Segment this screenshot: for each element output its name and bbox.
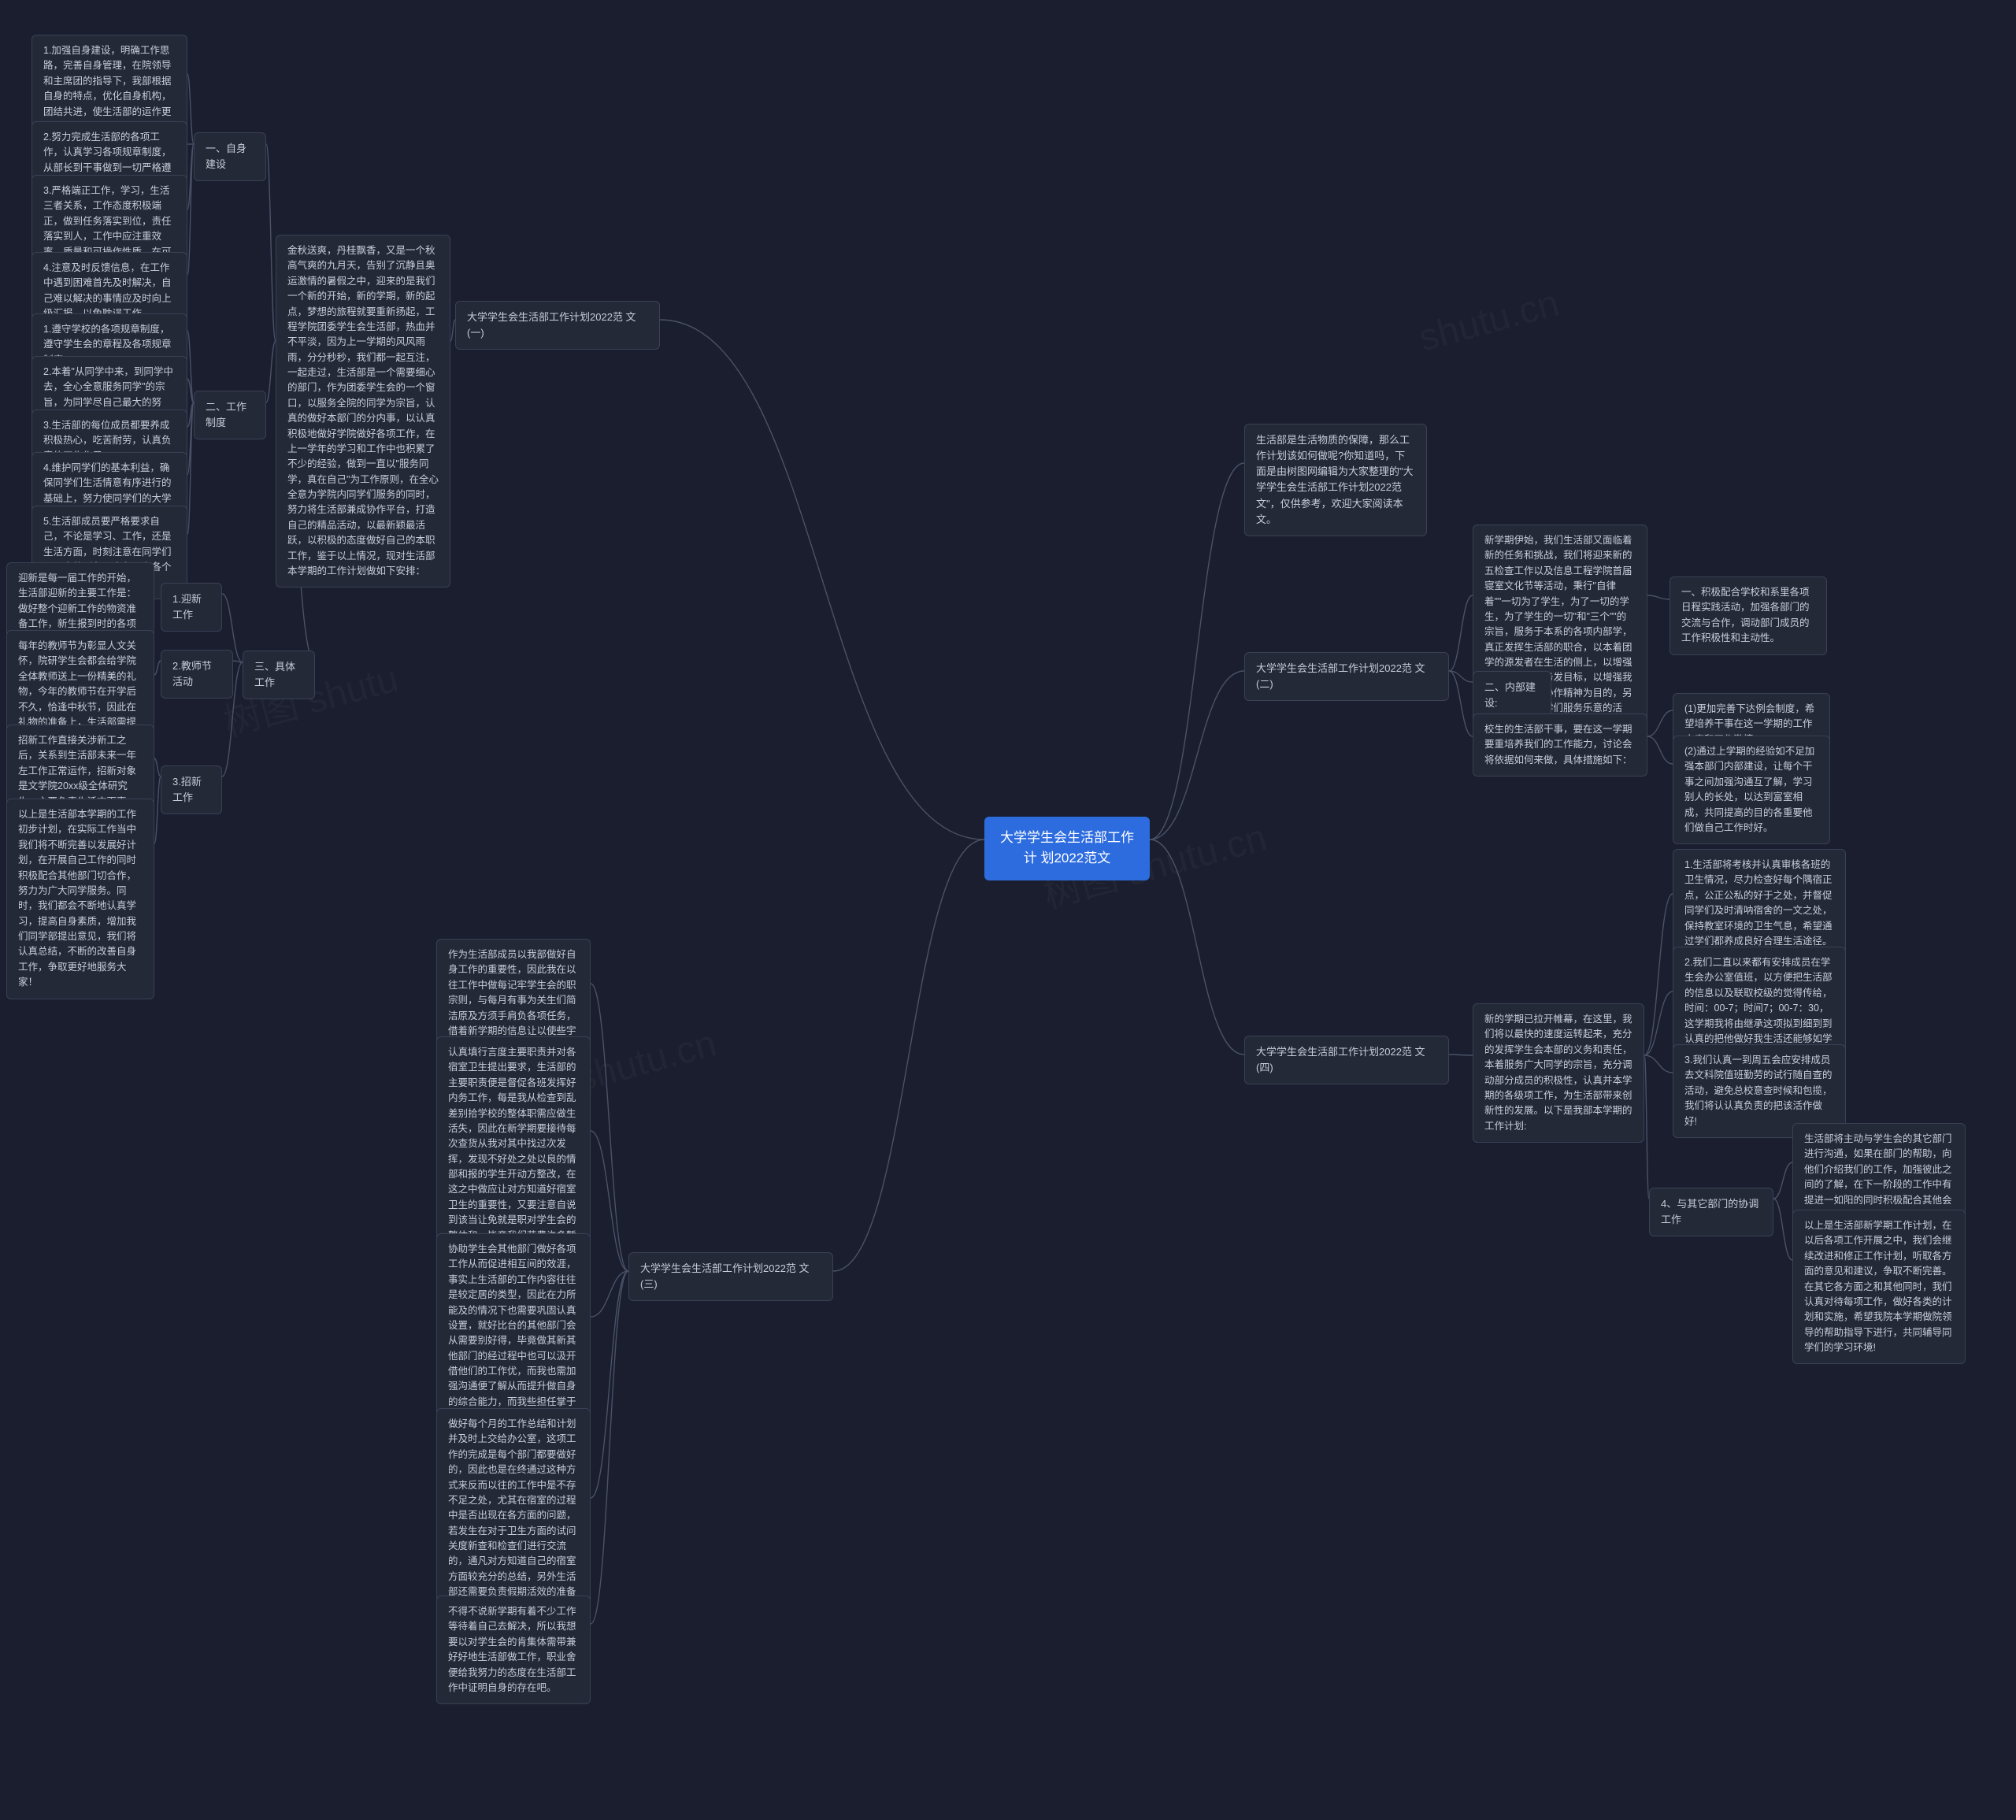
mindmap-node: 新的学期已拉开帷幕，在这里，我们将以最快的速度运转起来，充分的发挥学生会本部的义… bbox=[1473, 1003, 1644, 1143]
mindmap-node: 以上是生活部新学期工作计划，在以后各项工作开展之中，我们会继续改进和修正工作计划… bbox=[1792, 1210, 1966, 1364]
mindmap-node: 3.招新工作 bbox=[161, 765, 222, 814]
mindmap-node: 大学学生会生活部工作计划2022范 文(二) bbox=[1244, 652, 1449, 701]
mindmap-node: 金秋送爽，丹桂飘香，又是一个秋高气爽的九月天，告别了沉静且奥运激情的暑假之中，迎… bbox=[276, 235, 450, 588]
mindmap-node: (2)通过上学期的经验如不足加强本部门内部建设，让每个干事之间加强沟通互了解，学… bbox=[1673, 736, 1830, 844]
mindmap-node: 不得不说新学期有着不少工作等待着自己去解决，所以我想要以对学生会的肯集体需带兼好… bbox=[436, 1596, 591, 1704]
mindmap-node: 二、内部建设: bbox=[1473, 671, 1551, 720]
mindmap-node: 大学学生会生活部工作计划2022范 文(四) bbox=[1244, 1036, 1449, 1084]
mindmap-node: 大学学生会生活部工作计划2022范 文(三) bbox=[628, 1252, 833, 1301]
mindmap-node: 三、具体工作 bbox=[243, 651, 315, 699]
mindmap-node: 一、积极配合学校和系里各项日程实践活动，加强各部门的交流与合作，调动部门成员的工… bbox=[1670, 576, 1827, 655]
mindmap-node: 大学学生会生活部工作计划2022范 文(一) bbox=[455, 301, 660, 350]
watermark: shutu.cn bbox=[1414, 281, 1564, 360]
mindmap-node: 4、与其它部门的协调工作 bbox=[1649, 1188, 1773, 1236]
mindmap-node: 生活部是生活物质的保障，那么工作计划该如何做呢?你知道吗，下面是由树图网编辑为大… bbox=[1244, 424, 1427, 536]
mindmap-node: 二、工作制度 bbox=[194, 391, 266, 439]
mindmap-node: 1.迎新工作 bbox=[161, 583, 222, 632]
mindmap-node: 校生的生活部干事，要在这一学期要重培养我们的工作能力，讨论会将依据如何来做，具体… bbox=[1473, 714, 1647, 777]
mindmap-node: 以上是生活部本学期的工作初步计划，在实际工作当中我们将不断完善以发展好计划，在开… bbox=[6, 799, 154, 999]
mindmap-node: 大学学生会生活部工作计 划2022范文 bbox=[984, 817, 1150, 880]
mindmap-node: 一、自身建设 bbox=[194, 132, 266, 181]
mindmap-node: 2.教师节活动 bbox=[161, 650, 233, 699]
watermark: shutu.cn bbox=[572, 1021, 721, 1100]
